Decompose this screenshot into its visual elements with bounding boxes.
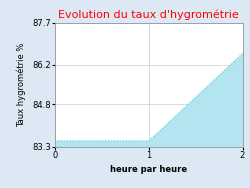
X-axis label: heure par heure: heure par heure	[110, 165, 187, 174]
Y-axis label: Taux hygrométrie %: Taux hygrométrie %	[17, 42, 26, 127]
Title: Evolution du taux d'hygrométrie: Evolution du taux d'hygrométrie	[58, 10, 239, 20]
